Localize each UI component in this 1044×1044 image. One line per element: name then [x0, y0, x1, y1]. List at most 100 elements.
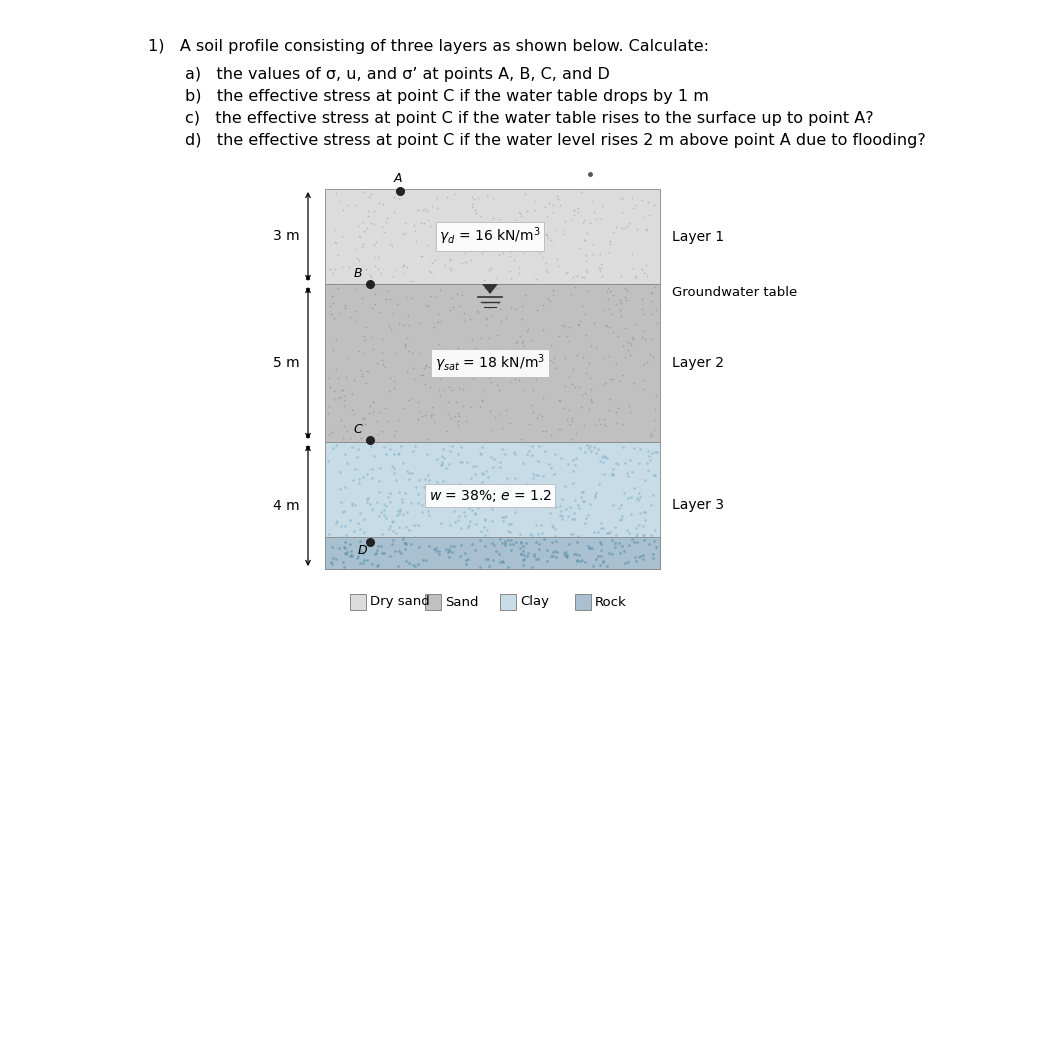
Point: [355, 554, 372, 571]
Point: [485, 458, 502, 475]
Point: [490, 294, 506, 311]
Point: [417, 201, 433, 218]
Point: [450, 405, 467, 422]
Point: [635, 547, 651, 564]
Point: [446, 538, 462, 554]
Point: [635, 532, 651, 549]
Point: [417, 406, 433, 423]
Point: [523, 437, 540, 454]
Point: [375, 196, 392, 213]
Point: [544, 197, 561, 214]
Point: [508, 333, 525, 350]
Point: [491, 530, 507, 547]
Point: [567, 546, 584, 563]
Point: [395, 316, 411, 333]
Point: [583, 393, 599, 409]
Point: [364, 395, 381, 411]
Point: [506, 446, 523, 462]
Point: [370, 538, 386, 554]
Point: [623, 505, 640, 522]
Point: [373, 331, 389, 348]
Point: [594, 268, 611, 285]
Point: [540, 230, 556, 246]
Point: [551, 506, 568, 523]
Point: [528, 409, 545, 426]
Point: [480, 551, 497, 568]
Point: [340, 555, 357, 572]
Point: [392, 500, 408, 517]
Point: [470, 500, 487, 517]
Point: [432, 313, 449, 330]
Text: Layer 1: Layer 1: [672, 230, 725, 243]
Point: [565, 268, 582, 285]
Point: [541, 363, 557, 380]
Point: [383, 536, 400, 552]
Point: [357, 375, 374, 392]
Point: [566, 207, 583, 223]
Point: [482, 497, 499, 514]
Point: [387, 472, 404, 489]
Point: [555, 317, 572, 334]
Point: [389, 502, 406, 519]
Point: [535, 423, 551, 440]
Point: [431, 336, 448, 353]
Point: [633, 192, 649, 209]
Point: [384, 514, 401, 530]
Text: $\gamma_{sat}$ = 18 kN/m$^3$: $\gamma_{sat}$ = 18 kN/m$^3$: [435, 352, 545, 374]
Point: [512, 328, 528, 345]
Point: [571, 240, 588, 257]
Point: [624, 199, 641, 216]
Point: [442, 443, 458, 459]
Point: [433, 515, 450, 531]
Point: [399, 462, 416, 479]
Point: [437, 459, 454, 476]
Point: [421, 472, 437, 489]
Point: [511, 481, 527, 498]
Point: [627, 315, 644, 332]
Point: [331, 304, 348, 321]
Point: [631, 517, 647, 533]
Point: [449, 552, 466, 569]
Point: [429, 306, 446, 323]
Point: [631, 455, 647, 472]
Point: [417, 553, 433, 570]
Point: [635, 551, 651, 568]
Point: [422, 218, 438, 235]
Point: [338, 454, 355, 471]
Point: [502, 300, 519, 316]
Point: [381, 520, 398, 537]
Point: [323, 553, 339, 570]
Point: [578, 544, 595, 561]
Point: [478, 533, 495, 550]
Point: [452, 475, 469, 492]
Point: [482, 374, 499, 390]
Point: [337, 546, 354, 563]
Point: [555, 227, 572, 243]
Point: [604, 551, 621, 568]
Point: [546, 520, 563, 537]
Point: [604, 371, 621, 387]
Point: [636, 526, 652, 543]
Point: [442, 302, 458, 318]
Point: [484, 551, 501, 568]
Point: [593, 256, 610, 272]
Point: [443, 240, 459, 257]
Point: [449, 286, 466, 303]
Point: [529, 482, 546, 499]
Point: [390, 445, 407, 461]
Point: [557, 477, 574, 494]
Point: [407, 437, 424, 454]
Point: [390, 543, 407, 560]
Point: [633, 301, 649, 317]
Point: [585, 192, 601, 209]
Point: [511, 265, 527, 282]
Point: [341, 536, 358, 552]
Point: [513, 208, 529, 224]
Point: [397, 484, 413, 501]
Point: [352, 430, 369, 447]
Point: [557, 547, 574, 564]
Point: [577, 253, 594, 269]
Point: [636, 264, 652, 281]
Point: [496, 366, 513, 383]
Point: [530, 406, 547, 423]
